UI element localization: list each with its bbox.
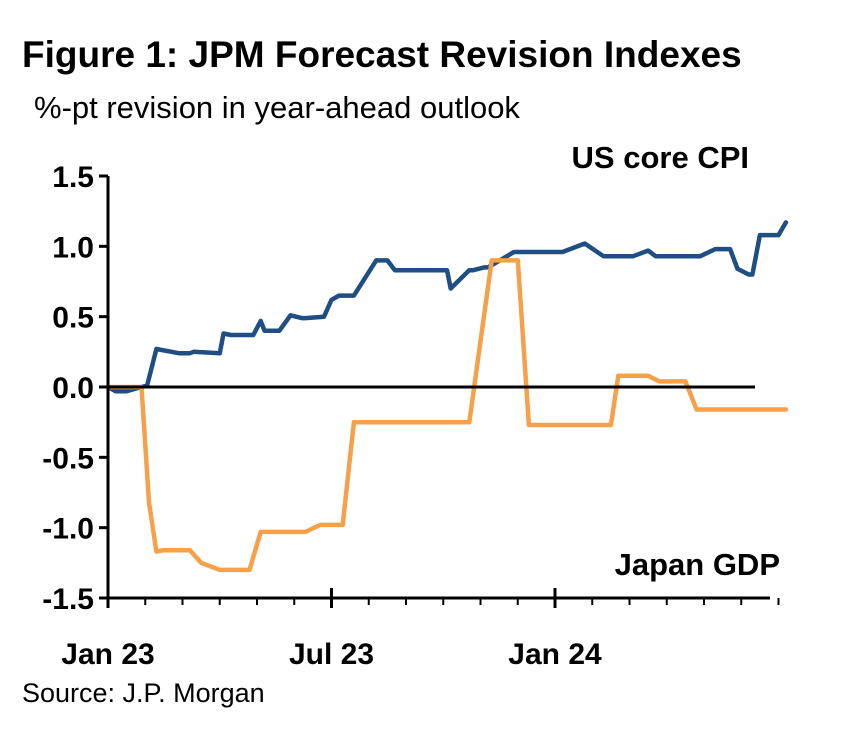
series-line-us-core-cpi: [105, 220, 789, 394]
y-tick-label: -0.5: [42, 442, 94, 475]
y-tick-label: 1.0: [52, 231, 94, 264]
x-tick-label: Jan 24: [508, 638, 602, 671]
figure-subtitle: %-pt revision in year-ahead outlook: [34, 90, 520, 125]
y-tick-label: 1.5: [52, 161, 94, 194]
source-note: Source: J.P. Morgan: [22, 678, 265, 708]
series-annotation: US core CPI: [572, 140, 749, 175]
x-tick-label: Jul 23: [289, 638, 374, 671]
y-tick-label: -1.0: [42, 513, 94, 546]
y-tick-label: -1.5: [42, 583, 94, 616]
x-tick-label: Jan 23: [61, 638, 154, 671]
figure-title: Figure 1: JPM Forecast Revision Indexes: [22, 34, 742, 75]
series-line-japan-gdp: [105, 258, 789, 573]
series-annotation: Japan GDP: [615, 547, 780, 582]
y-tick-label: 0.0: [52, 372, 94, 405]
y-tick-label: 0.5: [52, 302, 94, 335]
